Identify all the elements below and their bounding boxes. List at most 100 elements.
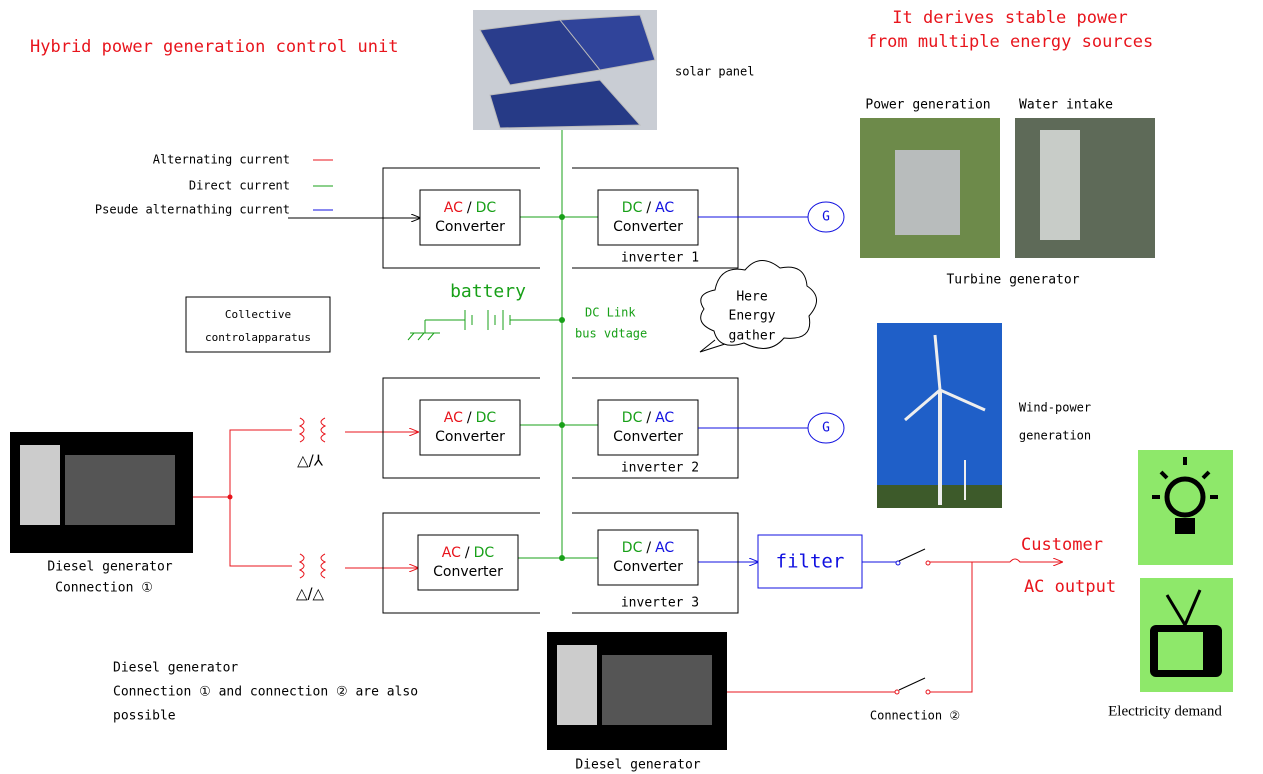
- converter-label: Converter: [435, 429, 505, 445]
- shape: [408, 333, 414, 340]
- converter-type: DC/AC: [622, 200, 675, 216]
- shape: [559, 422, 565, 428]
- customer-label: AC output: [1024, 577, 1116, 597]
- converter-from: AC: [444, 200, 463, 216]
- tv-icon: [1140, 578, 1233, 692]
- turbine-photo: [860, 118, 1155, 258]
- generator-label: G: [822, 421, 830, 436]
- shape: [559, 555, 565, 561]
- converter-type: DC/AC: [622, 410, 675, 426]
- demand-label: Electricity demand: [1108, 703, 1222, 719]
- shape: [428, 333, 434, 340]
- converter-sep: /: [467, 200, 472, 216]
- legend-label: Direct current: [189, 179, 290, 193]
- photo-label: Power generation: [865, 98, 990, 113]
- shape: [418, 333, 424, 340]
- converter-sep: /: [646, 540, 651, 556]
- wind-photo: [877, 323, 1002, 508]
- shape: [1158, 632, 1203, 670]
- body: { "title": "Hybrid power generation cont…: [0, 0, 1263, 774]
- bulb-icon: [1138, 450, 1233, 565]
- shape: [602, 655, 712, 725]
- shape: [926, 690, 930, 694]
- diesel-label: Diesel generator: [575, 758, 700, 773]
- diesel-photo: [10, 432, 193, 553]
- control-label: controlapparatus: [205, 331, 311, 344]
- legend-label: Pseude alternathing current: [95, 203, 290, 217]
- transformer-label: △/⅄: [297, 452, 324, 470]
- filter-label: filter: [776, 551, 845, 573]
- converter-label: Converter: [433, 564, 503, 580]
- converter-box: [598, 190, 698, 245]
- junction-dot: [228, 495, 233, 500]
- converter-type: AC/DC: [444, 200, 497, 216]
- shape: [300, 418, 325, 442]
- converter-sep: /: [467, 410, 472, 426]
- shape: [559, 214, 565, 220]
- converter-label: Converter: [435, 219, 505, 235]
- converter-sep: /: [646, 200, 651, 216]
- ac-wiring: [193, 418, 418, 578]
- converter-box: [598, 530, 698, 585]
- photo-label: Water intake: [1019, 98, 1113, 113]
- shape: [20, 445, 60, 525]
- converter-label: Converter: [613, 219, 683, 235]
- diesel-photo: [547, 632, 727, 750]
- transformer-label: △/△: [296, 585, 325, 603]
- page: body { margin: 0; background: #fff; font…: [0, 0, 1263, 774]
- generator-label: G: [822, 210, 830, 225]
- shape: [1010, 559, 1062, 562]
- inverter-label: inverter 1: [621, 251, 699, 266]
- converter-box: [420, 190, 520, 245]
- tagline: from multiple energy sources: [867, 32, 1154, 52]
- converter-label: Converter: [613, 559, 683, 575]
- shape: [230, 430, 292, 566]
- connection-label: Connection ②: [870, 709, 960, 723]
- converter-type: DC/AC: [622, 540, 675, 556]
- shape: [899, 678, 925, 690]
- converter-from: AC: [442, 545, 461, 561]
- converter-to: DC: [476, 200, 497, 216]
- shape: [930, 562, 972, 692]
- cloud-text: Energy: [729, 309, 776, 324]
- converter-box: [420, 400, 520, 455]
- battery-symbol: [408, 310, 510, 340]
- converter-type: AC/DC: [442, 545, 495, 561]
- cloud-text: Here: [736, 290, 767, 305]
- shape: [65, 455, 175, 525]
- note-line: possible: [113, 709, 176, 724]
- customer-label: Customer: [1021, 535, 1103, 555]
- shape: [1040, 130, 1080, 240]
- solar-label: solar panel: [675, 65, 754, 79]
- shape: [926, 561, 930, 565]
- converter-from: DC: [622, 410, 643, 426]
- legend-label: Alternating current: [153, 153, 290, 167]
- dc-link-label: DC Link: [585, 306, 636, 320]
- converter-from: DC: [622, 200, 643, 216]
- shape: [899, 549, 925, 561]
- shape: [1015, 118, 1155, 258]
- shape: [895, 150, 960, 235]
- solar-photo: [473, 10, 657, 130]
- dc-link-label: bus vdtage: [575, 327, 647, 341]
- shape: [1138, 450, 1233, 565]
- control-label: Collective: [225, 308, 291, 321]
- shape: [559, 317, 565, 323]
- inverter-label: inverter 3: [621, 596, 699, 611]
- battery-label: battery: [450, 281, 526, 302]
- shape: [896, 561, 900, 565]
- converter-label: Converter: [613, 429, 683, 445]
- turbine-label: Turbine generator: [946, 273, 1079, 288]
- converter-to: AC: [655, 540, 674, 556]
- wind-label: Wind-power: [1019, 401, 1091, 415]
- converter-to: DC: [474, 545, 495, 561]
- converter-to: AC: [655, 200, 674, 216]
- converter-sep: /: [646, 410, 651, 426]
- converter-to: DC: [476, 410, 497, 426]
- converter-to: AC: [655, 410, 674, 426]
- title: Hybrid power generation control unit: [30, 37, 398, 57]
- shape: [300, 554, 325, 578]
- shape: [557, 645, 597, 725]
- converter-from: AC: [444, 410, 463, 426]
- wind-label: generation: [1019, 429, 1091, 443]
